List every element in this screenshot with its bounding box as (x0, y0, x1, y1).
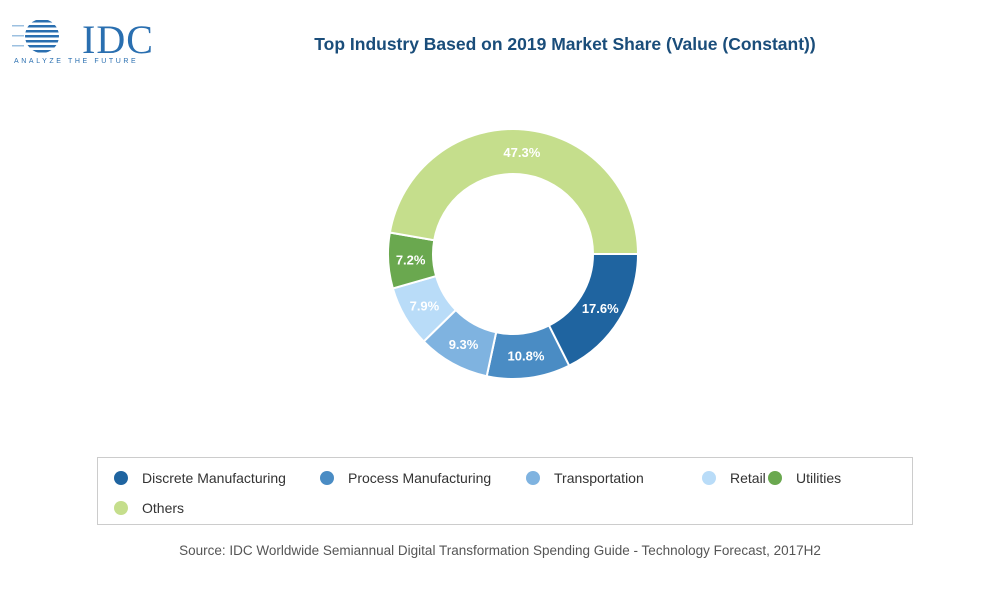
donut-slice-others[interactable] (388, 128, 640, 255)
data-label: 9.3% (449, 337, 479, 352)
data-label: 17.6% (582, 301, 619, 316)
chart-title: Top Industry Based on 2019 Market Share … (314, 34, 816, 54)
legend-marker-icon (114, 501, 128, 515)
legend-item[interactable]: Utilities (768, 470, 841, 486)
legend-marker-icon (526, 471, 540, 485)
legend-item[interactable]: Transportation (526, 470, 644, 486)
logo-text: IDC (82, 17, 154, 62)
legend-label: Process Manufacturing (348, 470, 492, 486)
legend-marker-icon (114, 471, 128, 485)
legend-item[interactable]: Others (114, 500, 184, 516)
data-label: 7.2% (396, 252, 426, 267)
legend-item[interactable]: Retail (702, 470, 766, 486)
data-label: 7.9% (410, 299, 440, 314)
legend-marker-icon (702, 471, 716, 485)
legend-label: Discrete Manufacturing (142, 470, 286, 486)
source-note: Source: IDC Worldwide Semiannual Digital… (179, 543, 821, 558)
data-label: 47.3% (503, 145, 540, 160)
donut-chart: 17.6% 10.8% 9.3% 7.9% 7.2% 47.3% (387, 128, 640, 380)
legend-label: Others (142, 500, 185, 516)
legend-item[interactable]: Discrete Manufacturing (114, 470, 286, 486)
legend-item[interactable]: Process Manufacturing (320, 470, 491, 486)
legend-label: Utilities (796, 470, 842, 486)
legend-marker-icon (768, 471, 782, 485)
logo-tagline: ANALYZE THE FUTURE (14, 58, 139, 65)
legend-label: Transportation (554, 470, 644, 486)
idc-logo: IDC ANALYZE THE FUTURE (12, 17, 154, 70)
legend: Discrete Manufacturing Process Manufactur… (97, 457, 913, 525)
legend-marker-icon (320, 471, 334, 485)
data-label: 10.8% (508, 349, 545, 364)
globe-icon (12, 20, 59, 53)
legend-label: Retail (730, 470, 766, 486)
